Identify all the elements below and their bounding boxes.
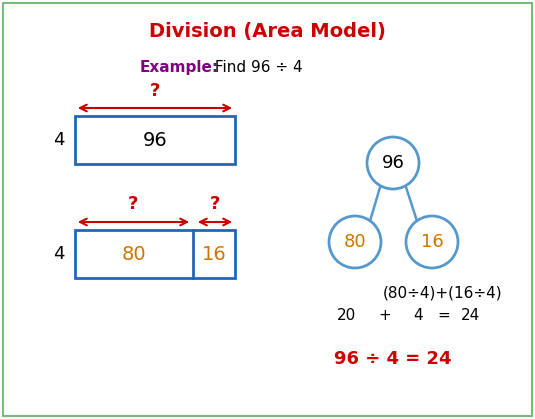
Circle shape [329,216,381,268]
Text: 20: 20 [337,308,356,323]
Text: ?: ? [150,82,160,100]
Text: (80÷4)+(16÷4): (80÷4)+(16÷4) [383,285,502,300]
Bar [75,116,235,164]
Text: 4: 4 [413,308,423,323]
Text: 4: 4 [54,245,65,263]
Circle shape [406,216,458,268]
Text: Division (Area Model): Division (Area Model) [149,22,385,41]
Text: ?: ? [128,195,138,213]
Text: 96: 96 [143,130,167,150]
Text: 16: 16 [421,233,444,251]
Text: Find 96 ÷ 4: Find 96 ÷ 4 [210,60,303,75]
Circle shape [367,137,419,189]
Text: 96 ÷ 4 = 24: 96 ÷ 4 = 24 [334,350,452,368]
Text: =: = [438,308,450,323]
Bar [75,230,235,278]
Text: 96: 96 [381,154,404,172]
Text: +: + [379,308,392,323]
Text: 4: 4 [54,131,65,149]
Text: 16: 16 [202,245,226,264]
Text: Example:: Example: [140,60,219,75]
Text: ?: ? [210,195,220,213]
Text: 24: 24 [461,308,479,323]
Text: 80: 80 [343,233,366,251]
Text: 80: 80 [121,245,146,264]
